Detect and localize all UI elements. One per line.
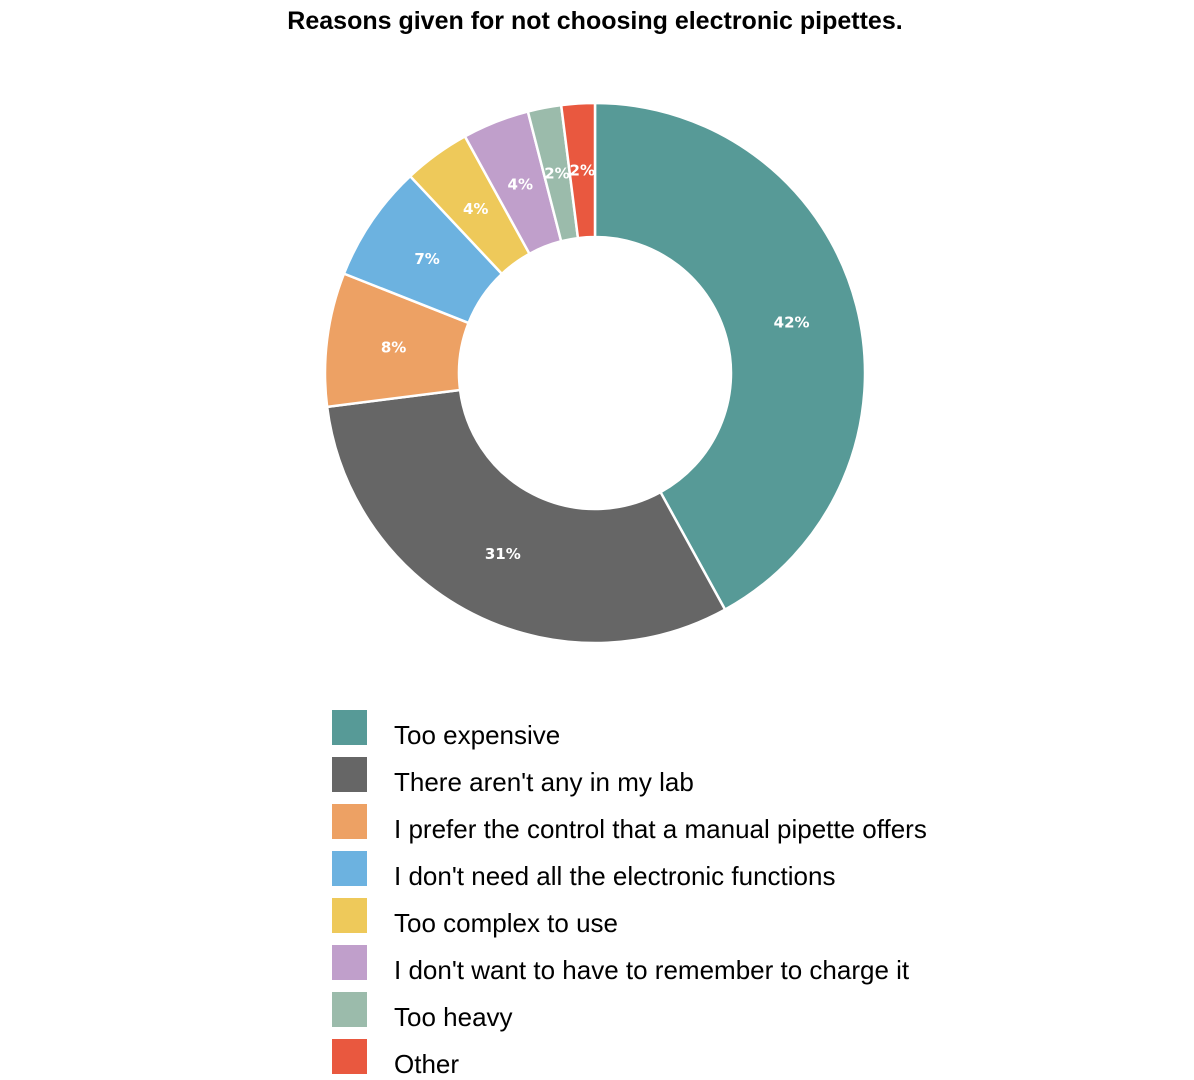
slice-label-there-aren-t-any-in-my-lab: 31% <box>485 545 521 563</box>
legend-label: I prefer the control that a manual pipet… <box>394 813 927 844</box>
legend-label: Too complex to use <box>394 907 619 938</box>
slice-other[interactable] <box>559 101 597 240</box>
legend-swatch <box>332 851 367 886</box>
slice-labels: 42% 31% 8% 7% 4% 4% 2% 2% <box>381 161 810 562</box>
slice-there-aren-t-any-in-my-lab[interactable] <box>325 388 727 645</box>
legend-item-i-don-t-need-all-the-electronic-functions[interactable]: I don't need all the electronic function… <box>332 845 927 892</box>
legend-label: Too heavy <box>394 1001 513 1032</box>
slice-label-too-expensive: 42% <box>774 314 810 332</box>
legend-swatch <box>332 757 367 792</box>
legend-swatch <box>332 898 367 933</box>
legend-item-there-aren-t-any-in-my-lab[interactable]: There aren't any in my lab <box>332 751 927 798</box>
chart-title: Reasons given for not choosing electroni… <box>287 7 903 35</box>
legend-item-too-heavy[interactable]: Too heavy <box>332 986 927 1033</box>
legend-label: I don't want to have to remember to char… <box>394 954 910 985</box>
legend-swatch <box>332 992 367 1027</box>
legend-item-i-don-t-want-to-have-to-remember-to-charge-it[interactable]: I don't want to have to remember to char… <box>332 939 927 986</box>
legend-label: I don't need all the electronic function… <box>394 860 836 891</box>
legend-item-too-expensive[interactable]: Too expensive <box>332 704 927 751</box>
slice-label-too-complex-to-use: 4% <box>463 200 488 218</box>
legend-swatch <box>332 1039 367 1074</box>
legend-item-too-complex-to-use[interactable]: Too complex to use <box>332 892 927 939</box>
slice-too-expensive[interactable] <box>593 101 867 611</box>
slice-label-other: 2% <box>570 161 595 179</box>
slice-label-i-prefer-the-control-that-a-manual-pipette-offers: 8% <box>381 339 406 357</box>
chart-legend: Too expensive There aren't any in my lab I… <box>332 704 927 1080</box>
legend-label: Too expensive <box>394 719 561 750</box>
slice-label-i-don-t-need-all-the-electronic-functions: 7% <box>414 250 439 268</box>
legend-item-i-prefer-the-control-that-a-manual-pipette-offers[interactable]: I prefer the control that a manual pipet… <box>332 798 927 845</box>
donut-slices <box>323 101 867 645</box>
slice-label-i-don-t-want-to-have-to-remember-to-charge-it: 4% <box>508 175 533 193</box>
slice-label-too-heavy: 2% <box>544 165 569 183</box>
donut-chart: 42% 31% 8% 7% 4% 4% 2% 2% <box>323 101 867 645</box>
legend-item-other[interactable]: Other <box>332 1033 927 1080</box>
legend-swatch <box>332 945 367 980</box>
legend-swatch <box>332 804 367 839</box>
legend-label: There aren't any in my lab <box>394 766 694 797</box>
legend-swatch <box>332 710 367 745</box>
legend-label: Other <box>394 1048 460 1079</box>
